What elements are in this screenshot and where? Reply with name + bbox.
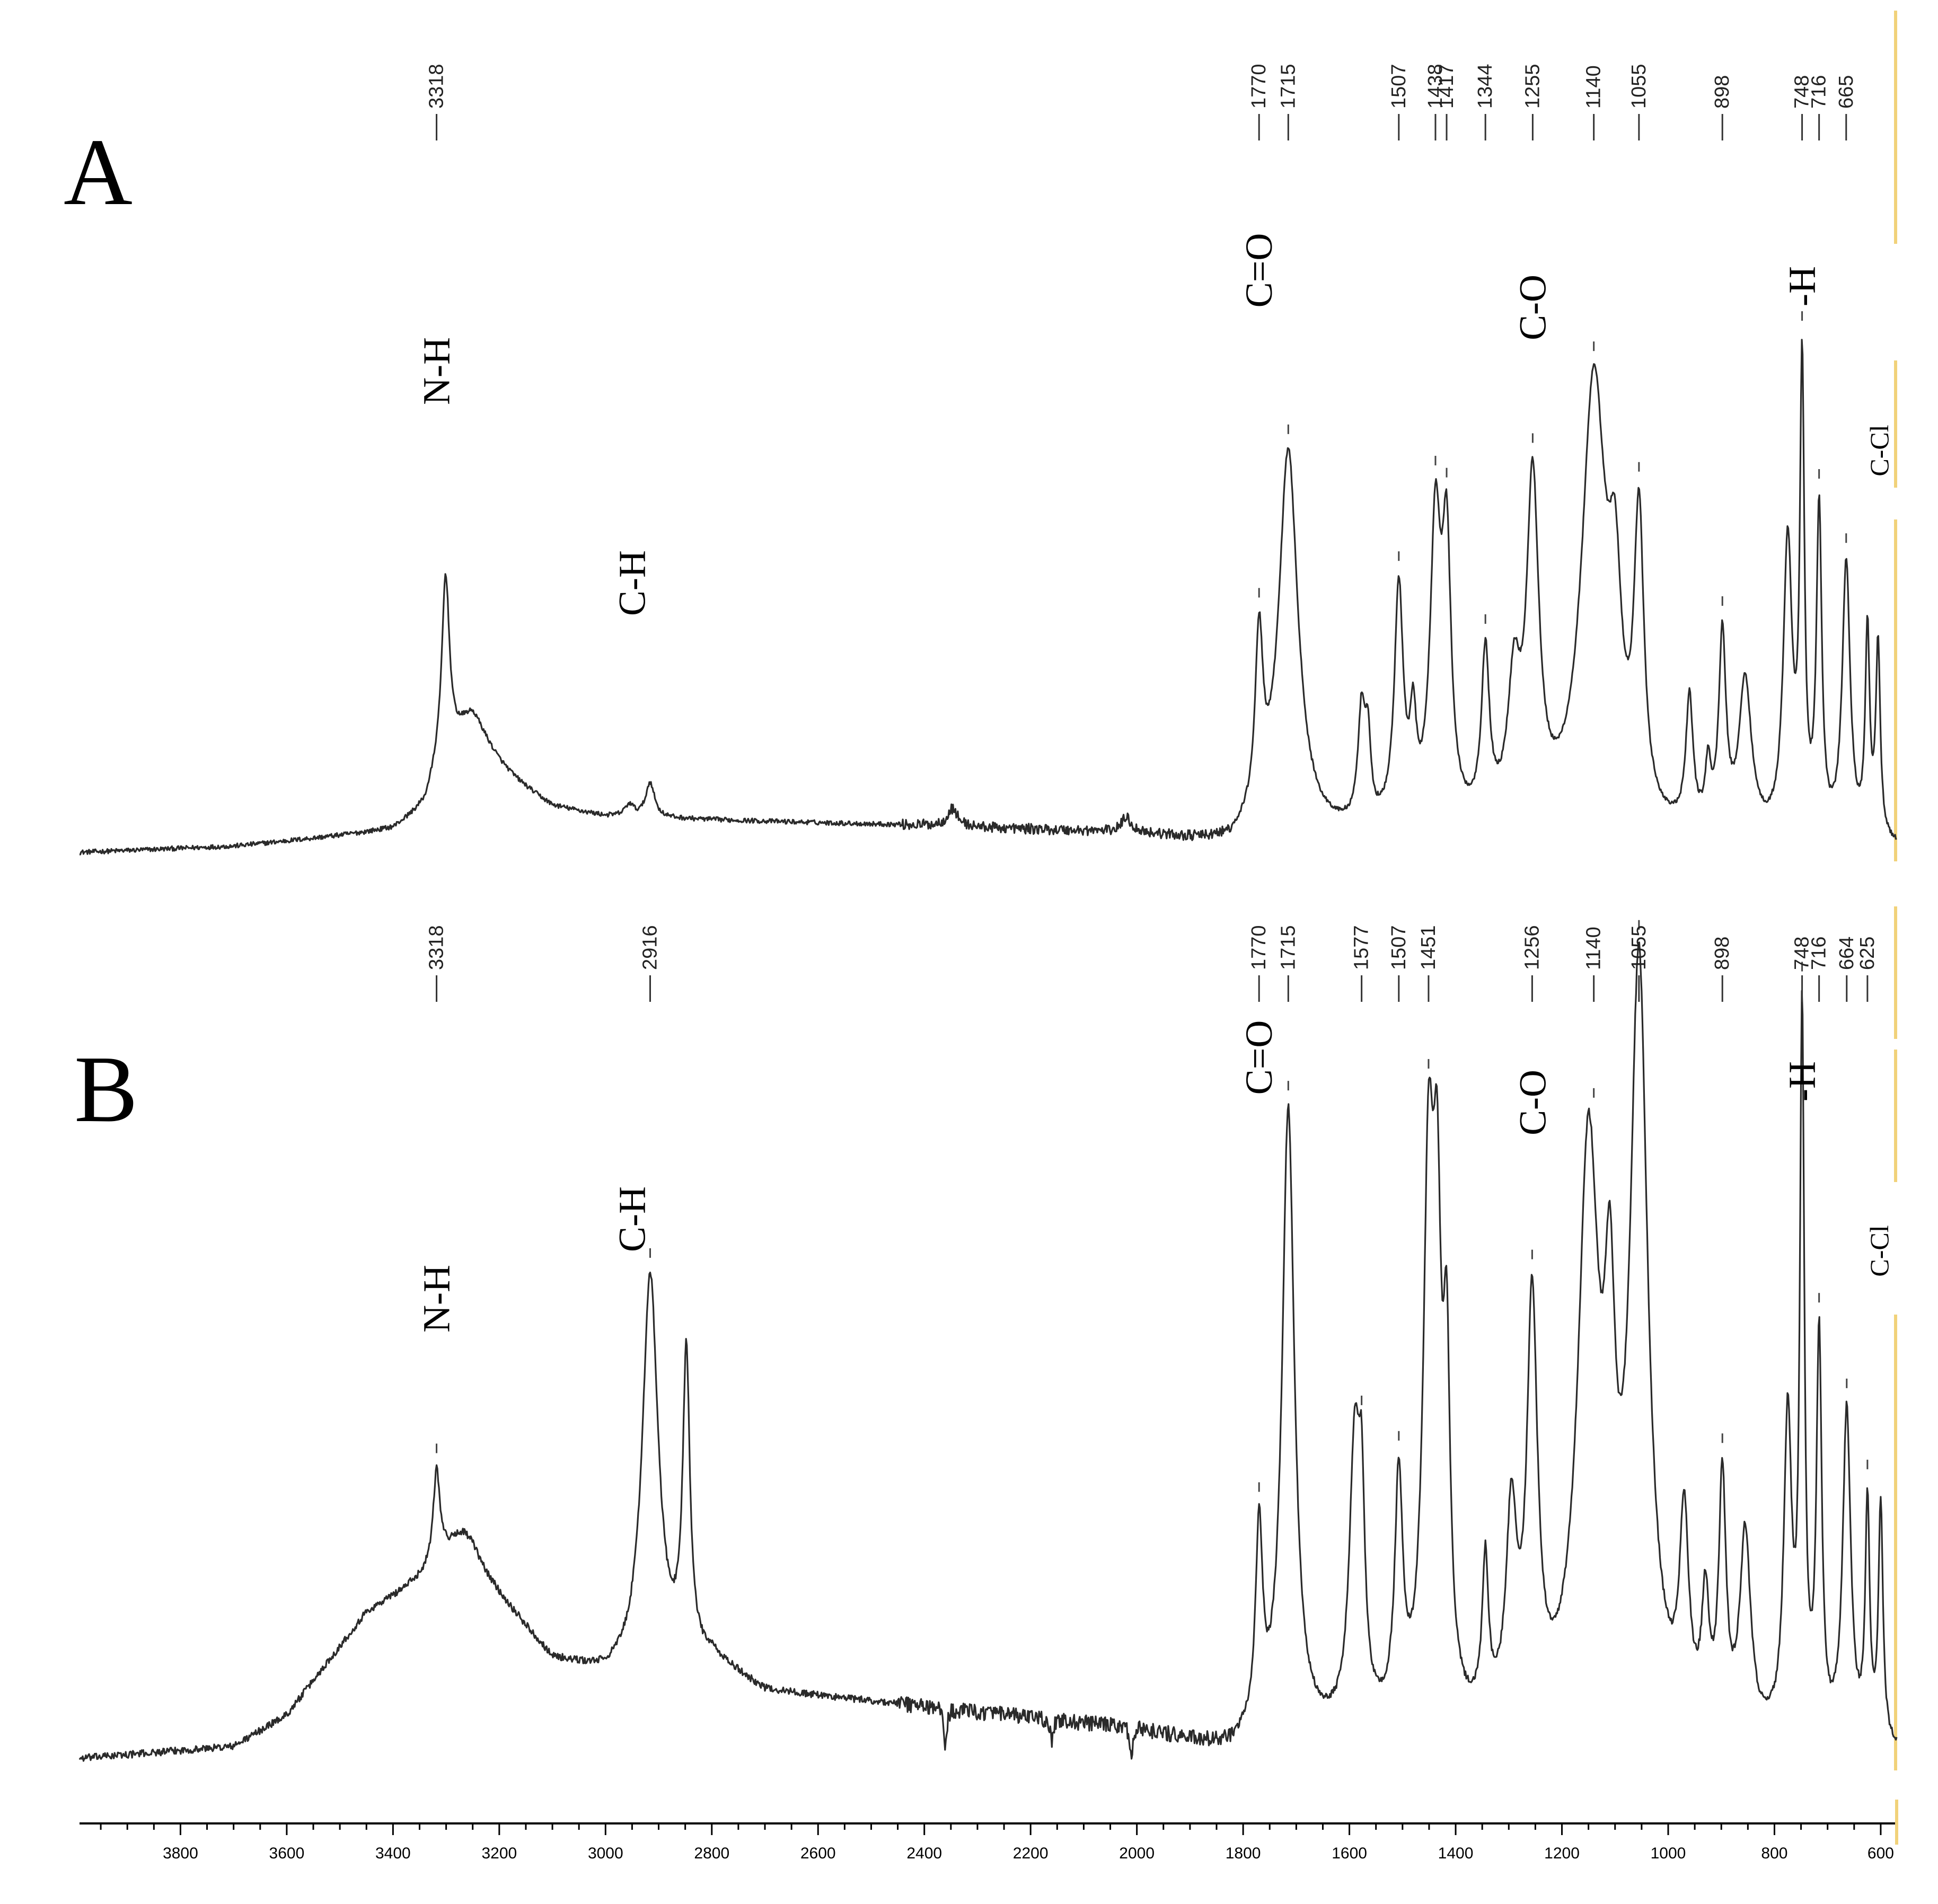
x-tick-label-1200: 1200: [1544, 1845, 1580, 1862]
peak-label-a-1255: 1255: [1521, 64, 1544, 109]
peak-label-b-1140: 1140: [1583, 927, 1605, 970]
peak-label-a-665: 665: [1835, 75, 1857, 109]
peak-label-b-1256: 1256: [1521, 925, 1543, 970]
peak-sticks: [436, 114, 1869, 1492]
peak-label-a-748: 748: [1791, 75, 1813, 109]
peak-label-b-1055: 1055: [1628, 925, 1650, 970]
peak-label-a-716: 716: [1808, 75, 1830, 109]
panel-letter-b: B: [74, 1036, 138, 1142]
peak-label-b-625: 625: [1856, 937, 1879, 970]
x-tick-label-2000: 2000: [1119, 1845, 1155, 1862]
group-label-b-co: C-O: [1511, 1070, 1554, 1135]
peak-label-b-1577: 1577: [1351, 925, 1373, 970]
group-label-a-co: C=O: [1238, 233, 1280, 308]
peak-label-a-898: 898: [1711, 75, 1733, 109]
spectrum-traces: [78, 339, 1898, 1762]
peak-label-a-3318: 3318: [426, 64, 448, 109]
x-tick-label-1400: 1400: [1438, 1845, 1474, 1862]
spectrum-trace-a: [79, 339, 1897, 856]
group-label-a-ccl: C-Cl: [1864, 425, 1894, 476]
peak-label-a-1507: 1507: [1388, 64, 1410, 109]
peak-label-a-1715: 1715: [1277, 64, 1299, 109]
peak-label-b-3318: 3318: [426, 925, 448, 970]
group-label-b-h: -H: [1781, 1061, 1824, 1101]
spectrum-trace-b: [78, 941, 1898, 1762]
peak-label-a-1055: 1055: [1628, 64, 1650, 109]
group-label-a-ch: C-H: [611, 550, 653, 616]
peak-label-b-1507: 1507: [1388, 925, 1410, 970]
x-tick-label-3200: 3200: [481, 1845, 517, 1862]
x-tick-label-600: 600: [1867, 1845, 1894, 1862]
x-tick-label-3600: 3600: [269, 1845, 305, 1862]
x-tick-label-2200: 2200: [1013, 1845, 1049, 1862]
x-tick-label-1600: 1600: [1332, 1845, 1367, 1862]
group-label-b-co: C=O: [1238, 1020, 1280, 1095]
x-tick-label-3000: 3000: [588, 1845, 623, 1862]
peak-label-b-716: 716: [1808, 937, 1830, 970]
peak-label-b-1451: 1451: [1417, 925, 1440, 970]
x-tick-label-800: 800: [1761, 1845, 1787, 1862]
peak-label-b-898: 898: [1711, 937, 1733, 970]
peak-label-a-1770: 1770: [1248, 64, 1270, 109]
peak-label-b-664: 664: [1836, 937, 1858, 970]
x-tick-label-1000: 1000: [1651, 1845, 1686, 1862]
group-label-b-nh: N-H: [416, 1265, 458, 1333]
group-label-b-ch: C-H: [611, 1186, 653, 1252]
peak-label-a-1140: 1140: [1583, 65, 1605, 109]
x-tick-label-3400: 3400: [375, 1845, 411, 1862]
group-label-b-ccl: C-Cl: [1864, 1225, 1894, 1276]
peak-label-b-1715: 1715: [1277, 925, 1299, 970]
peak-label-b-748: 748: [1791, 937, 1813, 970]
peak-label-b-1770: 1770: [1248, 925, 1270, 970]
x-tick-label-2800: 2800: [694, 1845, 729, 1862]
x-tick-label-1800: 1800: [1226, 1845, 1261, 1862]
peak-label-a-1417: 1417: [1435, 64, 1458, 109]
group-label-a-h: -H: [1781, 266, 1824, 306]
group-label-a-co: C-O: [1511, 275, 1554, 340]
x-axis: 3800 3600 3400 3200 3000 2800 2600 2400 2200 2000…: [80, 1800, 1898, 1862]
peak-label-a-1344: 1344: [1474, 64, 1496, 109]
panel-letter-a: A: [64, 119, 133, 225]
peak-label-b-2916: 2916: [639, 925, 662, 970]
x-tick-label-2600: 2600: [800, 1845, 836, 1862]
group-label-a-nh: N-H: [416, 337, 458, 405]
peak-label-a-1438: 1438: [1424, 64, 1447, 109]
x-tick-label-2400: 2400: [906, 1845, 942, 1862]
x-tick-label-3800: 3800: [163, 1845, 198, 1862]
group-labels: A N-H C-H C=O C-O -H C-Cl B N-H C-H C=O C-O -H C-Cl: [64, 119, 1894, 1333]
